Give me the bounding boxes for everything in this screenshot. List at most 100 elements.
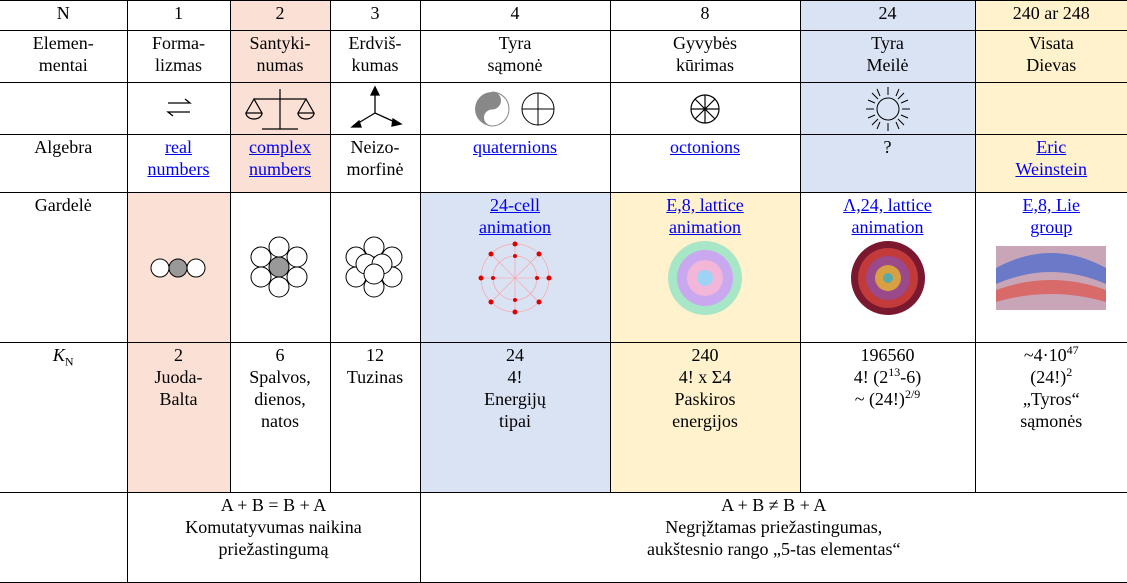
text-line: 6: [275, 345, 285, 365]
table-cell: [229, 82, 331, 135]
text-part: E,8, Lie: [1022, 195, 1080, 215]
table-cell: Neizo-morfinė: [329, 134, 421, 193]
text-line: 2: [174, 345, 183, 365]
text-line: Spalvos,: [249, 367, 311, 387]
table-cell: Visata Dievas: [974, 30, 1127, 83]
icon: [690, 93, 720, 124]
text-line: „Tyros“: [1022, 389, 1080, 409]
text-line: energijos: [672, 411, 738, 431]
text-part: animation: [669, 217, 741, 237]
text-line: kumas: [351, 55, 399, 75]
table-cell: 24: [799, 0, 976, 31]
table-cell: ~4·1047 (24!)2 „Tyros“ sąmonės: [974, 342, 1127, 493]
text-line: Algebra: [34, 137, 93, 157]
icon: [150, 258, 205, 277]
table-cell: real numbers: [126, 134, 231, 193]
icon: [865, 86, 910, 131]
link[interactable]: quaternions: [423, 136, 608, 158]
text-part: ~ (24!): [854, 389, 905, 409]
link[interactable]: Eric Weinstein: [978, 136, 1126, 180]
table-cell: quaternions: [419, 134, 611, 193]
text-line: A + B ≠ B + A: [721, 495, 827, 515]
text-line: Erdviš-: [348, 33, 402, 53]
text-line: Weinstein: [1015, 159, 1088, 179]
link[interactable]: octonions: [613, 136, 798, 158]
text-line: 240: [691, 345, 719, 365]
table-cell: 8: [609, 0, 801, 31]
link[interactable]: E,8, lattice animation: [613, 194, 798, 238]
text-part: 24-cell: [490, 195, 540, 215]
label-main: K: [52, 345, 65, 365]
text-line: numbers: [249, 159, 311, 179]
text-line: kūrimas: [676, 55, 734, 75]
text-line: 240 ar 248: [1012, 3, 1090, 23]
table-cell: Santyki-numas: [229, 30, 331, 83]
text-line: Λ,24, lattice: [803, 194, 973, 216]
link[interactable]: real numbers: [130, 136, 228, 180]
text-part: (24!): [1030, 367, 1067, 387]
text-line: 12: [366, 345, 384, 365]
text-part: E,8, lattice: [666, 195, 744, 215]
text-line: E,8, Lie: [978, 194, 1126, 216]
table-cell: 196560 4! (213-6) ~ (24!)2/9: [799, 342, 976, 493]
text-line: 24-cell: [423, 194, 608, 216]
table-cell: N: [0, 0, 128, 31]
table-cell: [329, 82, 421, 135]
table-cell: 3: [329, 0, 421, 31]
table-cell: Elemen-mentai: [0, 30, 128, 83]
text-line: sąmonės: [1020, 411, 1083, 431]
text-line: octonions: [670, 137, 740, 157]
table-cell: 12 Tuzinas: [329, 342, 421, 493]
text-line: Juoda-: [154, 367, 203, 387]
text-line: Dievas: [1026, 55, 1077, 75]
icon: [668, 241, 742, 315]
text-line: Eric: [1036, 137, 1067, 157]
link[interactable]: complex numbers: [233, 136, 328, 180]
table-cell: [126, 192, 231, 343]
text-line: complex: [249, 137, 311, 157]
text-line: Tuzinas: [346, 367, 404, 387]
icon: [478, 241, 552, 315]
text-line: Balta: [159, 389, 198, 409]
link[interactable]: E,8, Lie group: [978, 194, 1126, 238]
text-line: (24!)2: [978, 366, 1126, 388]
text-line: Negrįžtamas priežastingumas,: [665, 517, 883, 537]
table-cell: A + B = B + A Komutatyvumas naikina prieža…: [126, 492, 421, 583]
table-cell: E,8, lattice animation: [609, 192, 801, 343]
table-cell: 6 Spalvos, dienos, natos: [229, 342, 331, 493]
table-cell: Tyra Meilė: [799, 30, 976, 83]
text-line: Komutatyvumas naikina: [185, 517, 362, 537]
script-text: 47: [1066, 343, 1079, 357]
text-line: 2: [275, 3, 285, 23]
text-part: ~4·10: [1023, 345, 1067, 365]
table-row: Elemen-mentai Forma-lizmas Santyki-numas Er…: [0, 30, 1127, 83]
text-line: Santyki-: [249, 33, 311, 53]
text-line: E,8, lattice: [613, 194, 798, 216]
icon: [345, 236, 403, 297]
link[interactable]: 24-cell animation: [423, 194, 608, 238]
text-line: 1: [174, 3, 183, 23]
icon: [850, 241, 925, 315]
script-text: 13: [888, 365, 901, 379]
text-line: 4! (213-6): [803, 366, 973, 388]
table-row: A + B = B + A Komutatyvumas naikina prieža…: [0, 492, 1127, 583]
text-part: group: [1030, 217, 1073, 237]
text-line: ~ (24!)2/9: [803, 388, 973, 410]
text-line: animation: [423, 216, 608, 238]
text-line: 196560: [860, 345, 915, 365]
table-cell: [609, 82, 801, 135]
text-line: Paskiros: [674, 389, 736, 409]
link[interactable]: Λ,24, lattice animation: [803, 194, 973, 238]
table-cell: KN: [0, 342, 128, 493]
text-line: Energijų: [484, 389, 546, 409]
text-line: mentai: [38, 55, 88, 75]
text-part: animation: [851, 217, 924, 237]
text-line: Tyra: [871, 33, 904, 53]
table-cell: ?: [799, 134, 976, 193]
table-cell: [229, 192, 331, 343]
text-line: numas: [256, 55, 304, 75]
table-cell: A + B ≠ B + A Negrįžtamas priežastingumas…: [419, 492, 1127, 583]
text-line: tipai: [499, 411, 531, 431]
table-row: Gardelė 24-cell animation E,8, lattice anima…: [0, 192, 1127, 343]
